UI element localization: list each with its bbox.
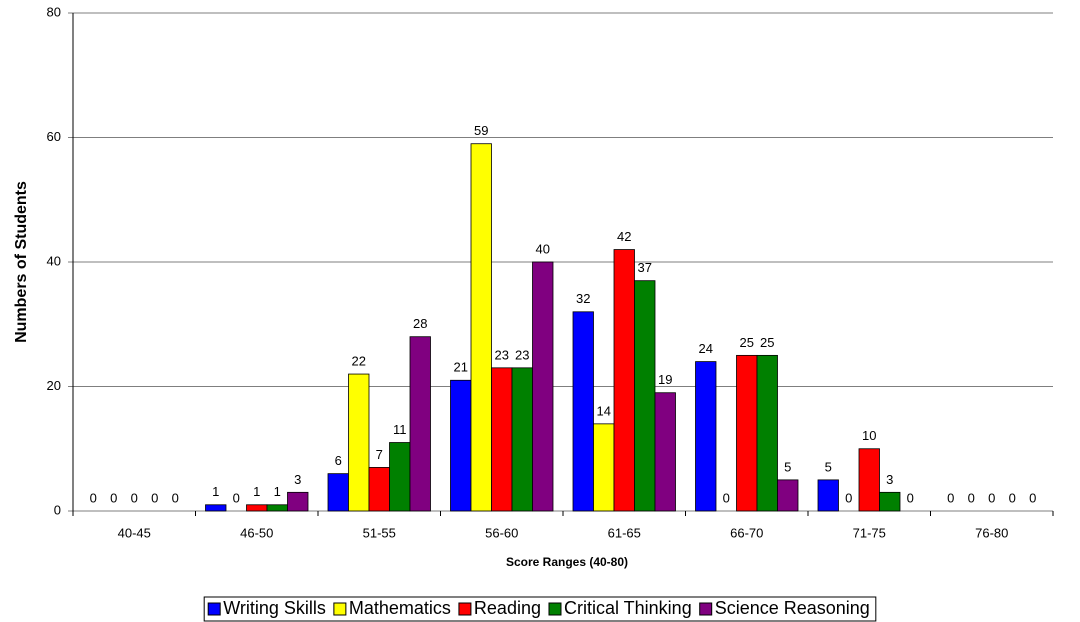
data-label: 0 [1029,490,1036,505]
data-label: 59 [474,123,488,138]
data-label: 7 [376,447,383,462]
bar [266,504,288,512]
data-label: 11 [393,422,407,437]
x-tick-label: 61-65 [608,525,641,540]
x-axis-title: Score Ranges (40-80) [506,555,628,569]
data-label: 19 [658,372,672,387]
y-tick-label: 0 [54,502,61,517]
bar [348,373,370,512]
data-label: 3 [294,472,301,487]
x-tick-label: 66-70 [730,525,763,540]
y-tick-label: 40 [47,253,61,268]
data-label: 25 [740,335,754,350]
legend-label: Critical Thinking [564,598,692,618]
data-label: 0 [151,490,158,505]
data-label: 24 [699,341,713,356]
bar [327,473,349,512]
x-tick-label: 46-50 [240,525,273,540]
bar [654,392,676,512]
bar [572,311,594,512]
legend-swatch [333,602,347,616]
data-label: 0 [233,490,240,505]
y-axis-title: Numbers of Students [13,181,30,343]
bar [777,479,799,512]
x-tick-label: 56-60 [485,525,518,540]
data-label: 40 [536,241,550,256]
legend-label: Writing Skills [223,598,326,618]
y-tick-label: 80 [47,4,61,19]
data-label: 5 [784,459,791,474]
bar [246,504,268,512]
data-label: 5 [825,459,832,474]
data-label: 25 [760,335,774,350]
bar [634,280,656,512]
data-label: 3 [886,472,893,487]
bar [205,504,227,512]
data-label: 0 [988,490,995,505]
data-label: 23 [495,347,509,362]
bar [736,354,758,512]
data-label: 10 [862,428,876,443]
data-label: 0 [947,490,954,505]
legend-swatch [699,602,713,616]
y-tick-label: 20 [47,378,61,393]
legend-box [203,596,877,622]
data-label: 0 [907,490,914,505]
legend: Writing Skills Mathematics Reading Critical… [203,596,877,622]
data-label: 6 [335,453,342,468]
data-label: 14 [597,403,611,418]
data-label: 1 [212,484,219,499]
data-label: 0 [90,490,97,505]
bar [389,442,411,512]
bar [511,367,533,512]
data-label: 37 [638,260,652,275]
bar [593,423,615,512]
data-label: 0 [723,490,730,505]
legend-swatch [548,602,562,616]
bar [450,379,472,512]
x-tick-label: 51-55 [363,525,396,540]
data-label: 1 [274,484,281,499]
data-label: 0 [110,490,117,505]
bar [879,491,901,512]
bar [470,143,492,512]
legend-label: Reading [474,598,541,618]
data-label: 28 [413,316,427,331]
legend-label: Mathematics [349,598,451,618]
data-label: 32 [576,291,590,306]
data-label: 0 [172,490,179,505]
bar [287,491,309,512]
x-tick-label: 71-75 [853,525,886,540]
legend-swatch [458,602,472,616]
data-label: 42 [617,229,631,244]
data-label: 0 [845,490,852,505]
bar [613,249,635,512]
bar [695,361,717,512]
data-label: 22 [352,353,366,368]
legend-swatch [207,602,221,616]
legend-label: Science Reasoning [715,598,870,618]
data-label: 23 [515,347,529,362]
bar [491,367,513,512]
bar [756,354,778,512]
y-tick-label: 60 [47,129,61,144]
x-tick-label: 40-45 [118,525,151,540]
bar [858,448,880,512]
x-tick-label: 76-80 [975,525,1008,540]
bar [817,479,839,512]
bar [368,467,390,512]
bar [532,261,554,512]
bar [409,336,431,512]
data-label: 0 [131,490,138,505]
data-label: 0 [1009,490,1016,505]
data-label: 0 [968,490,975,505]
data-label: 1 [253,484,260,499]
data-label: 21 [454,360,468,375]
